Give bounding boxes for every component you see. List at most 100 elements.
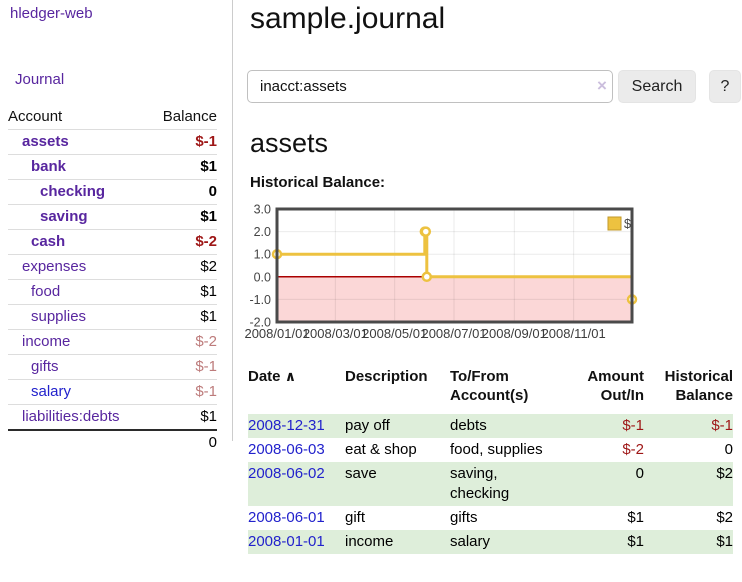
account-link-income[interactable]: income (22, 332, 71, 350)
svg-text:$: $ (624, 217, 631, 231)
sort-ascending-icon: ∧ (284, 368, 297, 384)
transaction-row: 2008-01-01 income salary $1 $1 (248, 530, 733, 554)
transaction-amount: $-1 (562, 414, 644, 438)
account-balance: $-1 (148, 128, 217, 154)
svg-text:2008/11/01: 2008/11/01 (542, 326, 606, 341)
transaction-date-link[interactable]: 2008-01-01 (248, 533, 325, 550)
account-row: cash $-2 (8, 228, 217, 254)
transaction-balance: $2 (644, 462, 733, 506)
balance-column-header: Balance (162, 107, 217, 125)
account-link-salary[interactable]: salary (31, 382, 72, 400)
column-header-date[interactable]: Date ∧ (248, 368, 297, 385)
register-header-row: Date ∧ Description To/From Account(s) Am… (248, 363, 733, 414)
svg-text:-1.0: -1.0 (249, 293, 271, 307)
accounts-total-value: 0 (148, 428, 217, 455)
transaction-balance: 0 (724, 441, 733, 458)
account-tree-header-row: Account Balance (8, 103, 217, 129)
transaction-amount: $1 (562, 530, 644, 554)
account-link-expenses[interactable]: expenses (22, 257, 87, 275)
account-balance: $1 (148, 153, 217, 179)
clear-search-icon[interactable]: × (597, 76, 607, 95)
transaction-date-link[interactable]: 2008-06-03 (248, 441, 325, 458)
search-input[interactable] (247, 70, 613, 103)
help-button[interactable]: ? (709, 70, 741, 103)
transaction-accounts: food, supplies (450, 441, 543, 458)
sidebar-item-journal[interactable]: Journal (15, 71, 65, 88)
account-link-cash[interactable]: cash (31, 232, 66, 250)
account-heading: assets (250, 128, 329, 158)
transaction-row: 2008-12-31 pay off debts $-1 $-1 (248, 414, 733, 438)
account-balance: $1 (148, 203, 217, 229)
register-table: Date ∧ Description To/From Account(s) Am… (248, 363, 733, 554)
transaction-balance: $2 (716, 509, 733, 526)
account-balance: $-1 (148, 378, 217, 404)
account-tree-table: Account Balance assets $-1 bank $1 checking 0… (8, 103, 217, 455)
account-row: checking 0 (8, 178, 217, 204)
account-link-gifts[interactable]: gifts (31, 357, 59, 375)
historical-balance-chart: 3.0 2.0 1.0 0.0 -1.0 -2.02008/01/012008/03/01… (245, 203, 638, 341)
account-balance: $1 (148, 278, 217, 304)
transaction-accounts: debts (450, 414, 562, 438)
sidebar: hledger-web Journal Account Balance asse… (0, 0, 233, 455)
account-balance: $-2 (148, 228, 217, 254)
transaction-date-link[interactable]: 2008-06-02 (248, 465, 325, 482)
transaction-row: 2008-06-02 save saving, checking 0 $2 (248, 462, 733, 506)
transaction-description: income (345, 530, 450, 554)
column-header-balance: Historical Balance (664, 368, 733, 404)
svg-text:0.0: 0.0 (254, 270, 271, 284)
account-link-checking[interactable]: checking (40, 182, 106, 200)
brand-link[interactable]: hledger-web (10, 5, 93, 22)
svg-text:2008/01/01: 2008/01/01 (245, 326, 310, 341)
page-title: sample.journal (250, 2, 446, 35)
register-body: 2008-12-31 pay off debts $-1 $-1 2008-06-03 ea… (248, 414, 733, 554)
transaction-accounts: gifts (450, 509, 478, 526)
transaction-amount: $1 (627, 509, 644, 526)
account-balance: $2 (148, 253, 217, 279)
svg-text:1.0: 1.0 (254, 248, 271, 262)
transaction-balance: $1 (644, 530, 733, 554)
account-row: food $1 (8, 278, 217, 304)
account-link-assets[interactable]: assets (22, 132, 69, 150)
svg-text:2008/03/01: 2008/03/01 (303, 326, 368, 341)
account-row: bank $1 (8, 153, 217, 179)
account-row: liabilities:debts $1 (8, 403, 217, 430)
svg-text:-2.0: -2.0 (249, 316, 271, 330)
account-balance: $-2 (148, 328, 217, 354)
account-balance: $-1 (148, 353, 217, 379)
account-row: income $-2 (8, 328, 217, 354)
transaction-row: 2008-06-03 eat & shop food, supplies $-2 0 (248, 438, 733, 462)
account-row: supplies $1 (8, 303, 217, 329)
transaction-accounts: salary (450, 530, 562, 554)
svg-text:3.0: 3.0 (254, 203, 271, 217)
account-balance: $1 (148, 403, 217, 430)
account-link-food[interactable]: food (31, 282, 61, 300)
transaction-balance: $-1 (644, 414, 733, 438)
transaction-amount: $-2 (622, 441, 644, 458)
account-row: gifts $-1 (8, 353, 217, 379)
account-link-saving[interactable]: saving (40, 207, 88, 225)
account-link-bank[interactable]: bank (31, 157, 67, 175)
account-column-header: Account (8, 107, 63, 125)
search-button[interactable]: Search (618, 70, 696, 103)
account-total-row: 0 (8, 428, 217, 455)
account-balance: $1 (148, 303, 217, 329)
svg-text:2008/07/01: 2008/07/01 (421, 326, 486, 341)
transaction-date-link[interactable]: 2008-12-31 (248, 417, 325, 434)
account-tree-body: assets $-1 bank $1 checking 0 saving $1 cash $-2 e… (8, 128, 217, 430)
account-link-liabilities-debts[interactable]: liabilities:debts (22, 407, 120, 425)
column-header-accounts: To/From Account(s) (450, 368, 529, 404)
svg-text:2.0: 2.0 (254, 225, 271, 239)
svg-text:2008/09/01: 2008/09/01 (482, 326, 547, 341)
transaction-date-link[interactable]: 2008-06-01 (248, 509, 325, 526)
account-row: assets $-1 (8, 128, 217, 154)
transaction-description: save (345, 462, 450, 506)
account-link-supplies[interactable]: supplies (31, 307, 87, 325)
column-header-description: Description (345, 368, 428, 385)
account-row: salary $-1 (8, 378, 217, 404)
account-row: saving $1 (8, 203, 217, 229)
transaction-description: gift (345, 509, 366, 526)
transaction-amount: 0 (562, 462, 644, 506)
transaction-row: 2008-06-01 gift gifts $1 $2 (248, 506, 733, 530)
account-row: expenses $2 (8, 253, 217, 279)
historical-balance-label: Historical Balance: (250, 174, 386, 191)
